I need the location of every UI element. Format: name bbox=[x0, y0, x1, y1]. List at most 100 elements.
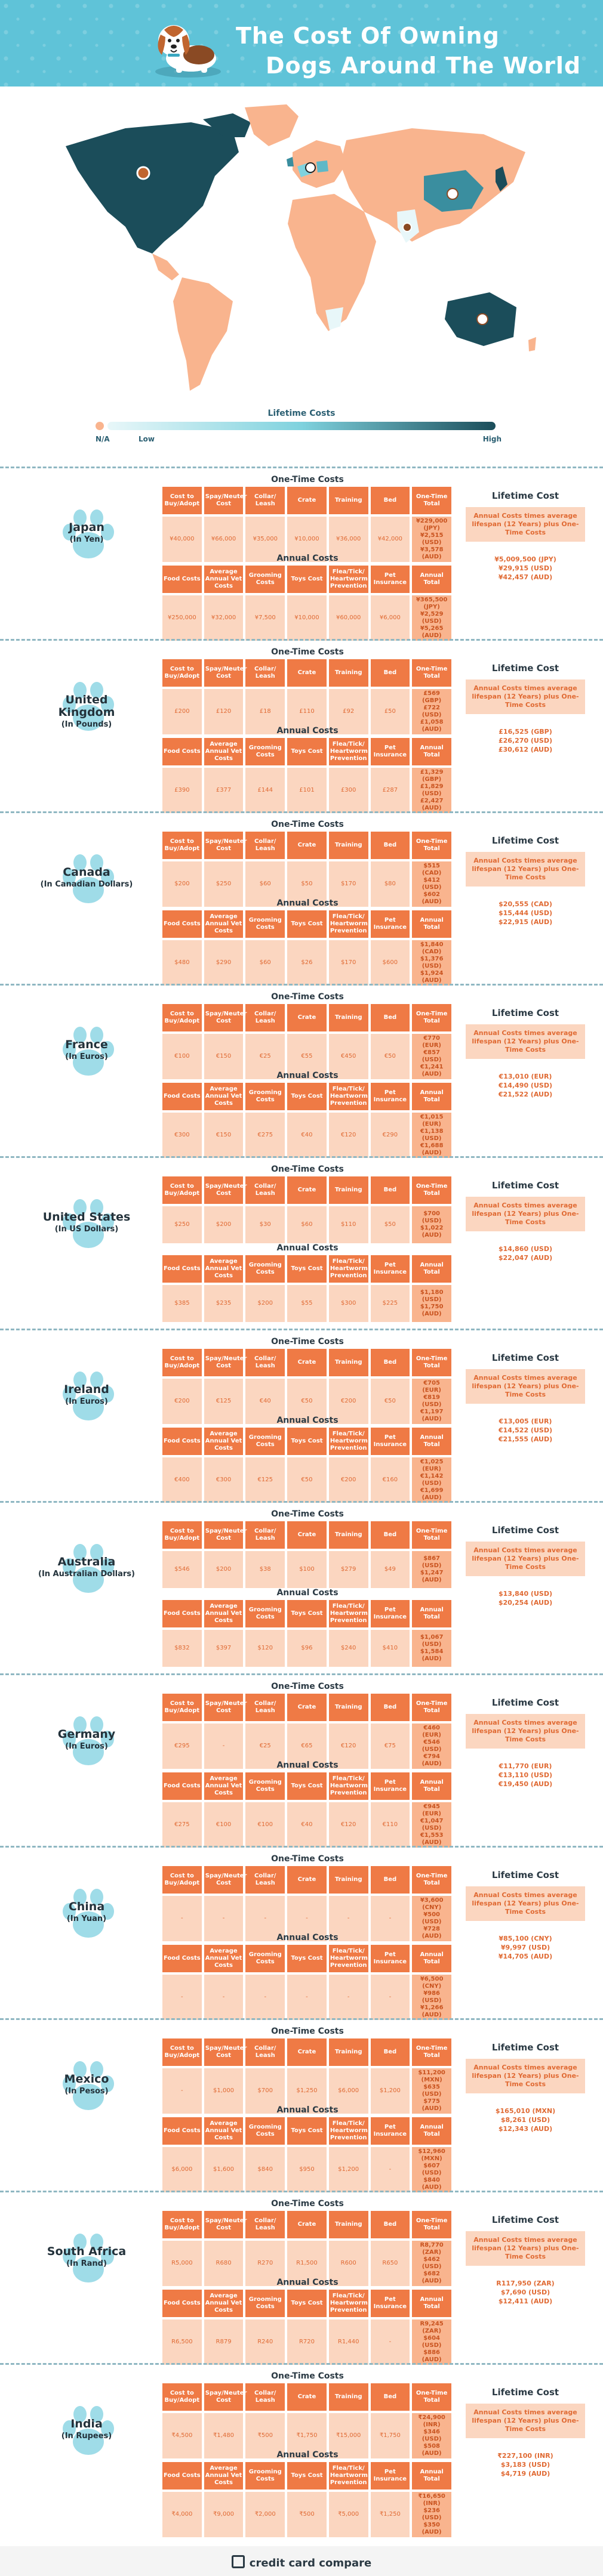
annual-header-cell: Food Costs bbox=[162, 2462, 202, 2489]
annual-header-row: Food Costs Average Annual Vet Costs Groomi… bbox=[162, 1428, 451, 1455]
one-time-value-cell: - bbox=[204, 1896, 244, 1941]
annual-header-row: Food Costs Average Annual Vet Costs Groomi… bbox=[162, 1600, 451, 1627]
one-time-costs-title: One-Time Costs bbox=[271, 1165, 344, 1174]
one-time-header-cell: Crate bbox=[287, 2038, 327, 2066]
currency-label: (In Australian Dollars) bbox=[38, 1570, 135, 1579]
one-time-header-cell: One-Time Total bbox=[412, 1694, 451, 1721]
one-time-value-cell: ¥35,000 bbox=[245, 517, 285, 562]
annual-header-cell: Flea/Tick/ Heartworm Prevention bbox=[328, 2117, 368, 2145]
one-time-header-cell: Training bbox=[328, 1349, 368, 1376]
annual-value-cell: $170 bbox=[328, 940, 368, 986]
annual-header-cell: Food Costs bbox=[162, 1255, 202, 1283]
one-time-value-cell: €75 bbox=[370, 1723, 410, 1769]
section-divider bbox=[0, 1156, 603, 1158]
one-time-header-cell: Training bbox=[328, 1694, 368, 1721]
one-time-value-row: €295- €25 €65 €120 €75 €460 (EUR) €546 (USD) … bbox=[162, 1723, 451, 1769]
country-section-france: France (In Euros) One-Time Costs Cost to … bbox=[0, 984, 603, 1158]
paw-print-icon bbox=[63, 1889, 114, 1938]
legend-na-swatch bbox=[96, 422, 104, 430]
currency-label: (In Pesos) bbox=[64, 2087, 109, 2096]
one-time-value-cell: $515 (CAD) $412 (USD) $602 (AUD) bbox=[412, 861, 451, 907]
annual-header-cell: Annual Total bbox=[412, 1600, 451, 1627]
one-time-value-cell: R8,770 (ZAR) $462 (USD) $682 (AUD) bbox=[412, 2241, 451, 2286]
annual-costs-title: Annual Costs bbox=[276, 554, 339, 563]
one-time-header-cell: One-Time Total bbox=[412, 832, 451, 859]
section-divider bbox=[0, 811, 603, 813]
lifetime-cost-description: Annual Costs times average lifespan (12 … bbox=[466, 1714, 585, 1749]
annual-header-cell: Grooming Costs bbox=[245, 1772, 285, 1800]
one-time-costs-table: Cost to Buy/Adopt Spay/Neuter Cost Collar/… bbox=[160, 2036, 454, 2116]
one-time-costs-table: Cost to Buy/Adopt Spay/Neuter Cost Collar/… bbox=[160, 1691, 454, 1771]
one-time-header-row: Cost to Buy/Adopt Spay/Neuter Cost Collar/… bbox=[162, 832, 451, 859]
lifetime-cost-description: Annual Costs times average lifespan (12 … bbox=[466, 1197, 585, 1231]
country-section-south-africa: South Africa (In Rand) One-Time Costs Cos… bbox=[0, 2191, 603, 2365]
one-time-header-cell: Collar/ Leash bbox=[245, 2383, 285, 2411]
paw-print-icon bbox=[63, 1199, 114, 1248]
annual-value-cell: ¥10,000 bbox=[287, 595, 327, 641]
annual-value-cell: €1,015 (EUR) €1,138 (USD) €1,688 (AUD) bbox=[412, 1113, 451, 1158]
lifetime-cost-value: €13,005 (EUR) €14,522 (USD) €21,555 (AUD… bbox=[498, 1417, 553, 1443]
annual-value-cell: ¥7,500 bbox=[245, 595, 285, 641]
annual-value-cell: $1,840 (CAD) $1,376 (USD) $1,924 (AUD) bbox=[412, 940, 451, 986]
annual-header-cell: Average Annual Vet Costs bbox=[204, 2462, 244, 2489]
one-time-header-cell: Crate bbox=[287, 1349, 327, 1376]
annual-costs-title: Annual Costs bbox=[276, 898, 339, 908]
one-time-value-cell: €200 bbox=[162, 1379, 202, 1424]
country-name: India (In Rupees) bbox=[36, 2418, 137, 2441]
annual-value-cell: ₹1,250 bbox=[370, 2492, 410, 2537]
annual-costs-title: Annual Costs bbox=[276, 1243, 339, 1253]
annual-value-cell: $600 bbox=[370, 940, 410, 986]
paw-print-icon bbox=[63, 1027, 114, 1076]
lifetime-cost-panel: Lifetime Cost Annual Costs times average… bbox=[466, 1180, 585, 1262]
annual-header-cell: Toys Cost bbox=[287, 2117, 327, 2145]
lifetime-cost-title: Lifetime Cost bbox=[491, 2387, 559, 2398]
annual-value-row: €275 €100 €100 €40 €120 €110 €945 (EUR) €1,047… bbox=[162, 1802, 451, 1848]
annual-header-cell: Toys Cost bbox=[287, 1255, 327, 1283]
paw-print-icon bbox=[63, 509, 114, 558]
one-time-header-cell: Bed bbox=[370, 1866, 410, 1894]
annual-value-cell: $397 bbox=[204, 1630, 244, 1667]
map-south-america bbox=[173, 277, 233, 391]
annual-value-cell: - bbox=[287, 1975, 327, 2020]
one-time-header-cell: Training bbox=[328, 2383, 368, 2411]
one-time-value-cell: R650 bbox=[370, 2241, 410, 2286]
annual-costs-table: Food Costs Average Annual Vet Costs Groomi… bbox=[160, 563, 454, 643]
annual-value-cell: R720 bbox=[287, 2319, 327, 2365]
annual-value-row: R6,500 R879 R240 R720 R1,440- R9,245 (ZAR) $6… bbox=[162, 2319, 451, 2365]
annual-value-cell: £144 bbox=[245, 768, 285, 813]
annual-costs-title: Annual Costs bbox=[276, 1416, 339, 1425]
annual-header-cell: Flea/Tick/ Heartworm Prevention bbox=[328, 738, 368, 765]
one-time-value-cell: R5,000 bbox=[162, 2241, 202, 2286]
one-time-costs-table: Cost to Buy/Adopt Spay/Neuter Cost Collar/… bbox=[160, 2209, 454, 2288]
annual-header-cell: Toys Cost bbox=[287, 1428, 327, 1455]
annual-value-cell: €110 bbox=[370, 1802, 410, 1848]
map-legend: Lifetime Costs N/A Low High bbox=[96, 409, 507, 462]
one-time-value-cell: $867 (USD) $1,247 (AUD) bbox=[412, 1551, 451, 1588]
annual-value-cell: R879 bbox=[204, 2319, 244, 2365]
one-time-value-cell: $30 bbox=[245, 1206, 285, 1243]
lifetime-cost-value: $20,555 (CAD) $15,444 (USD) $22,915 (AUD… bbox=[498, 900, 553, 926]
one-time-costs-table: Cost to Buy/Adopt Spay/Neuter Cost Collar/… bbox=[160, 1174, 454, 1246]
one-time-value-cell: $200 bbox=[204, 1206, 244, 1243]
section-divider bbox=[0, 1846, 603, 1848]
annual-value-cell: €125 bbox=[245, 1457, 285, 1503]
country-section-japan: Japan (In Yen) One-Time Costs Cost to Buy… bbox=[0, 467, 603, 641]
map-north-america bbox=[66, 113, 251, 280]
annual-value-cell: $55 bbox=[287, 1285, 327, 1322]
annual-header-cell: Flea/Tick/ Heartworm Prevention bbox=[328, 1945, 368, 1972]
section-divider bbox=[0, 2018, 603, 2020]
lifetime-cost-panel: Lifetime Cost Annual Costs times average… bbox=[466, 835, 585, 926]
one-time-header-cell: Training bbox=[328, 2038, 368, 2066]
annual-header-cell: Flea/Tick/ Heartworm Prevention bbox=[328, 2462, 368, 2489]
lifetime-cost-value: ₹227,100 (INR) $3,183 (USD) $4,719 (AUD) bbox=[497, 2452, 553, 2478]
annual-value-cell: €50 bbox=[287, 1457, 327, 1503]
country-label: India bbox=[70, 2417, 103, 2430]
country-section-united-kingdom: United Kingdom (In Pounds) One-Time Costs… bbox=[0, 639, 603, 813]
lifetime-cost-panel: Lifetime Cost Annual Costs times average… bbox=[466, 1697, 585, 1789]
annual-header-cell: Average Annual Vet Costs bbox=[204, 1083, 244, 1110]
annual-value-cell: ¥250,000 bbox=[162, 595, 202, 641]
country-name: China (In Yuan) bbox=[36, 1901, 137, 1924]
annual-header-cell: Average Annual Vet Costs bbox=[204, 566, 244, 593]
annual-header-cell: Annual Total bbox=[412, 1772, 451, 1800]
one-time-header-cell: One-Time Total bbox=[412, 1004, 451, 1031]
